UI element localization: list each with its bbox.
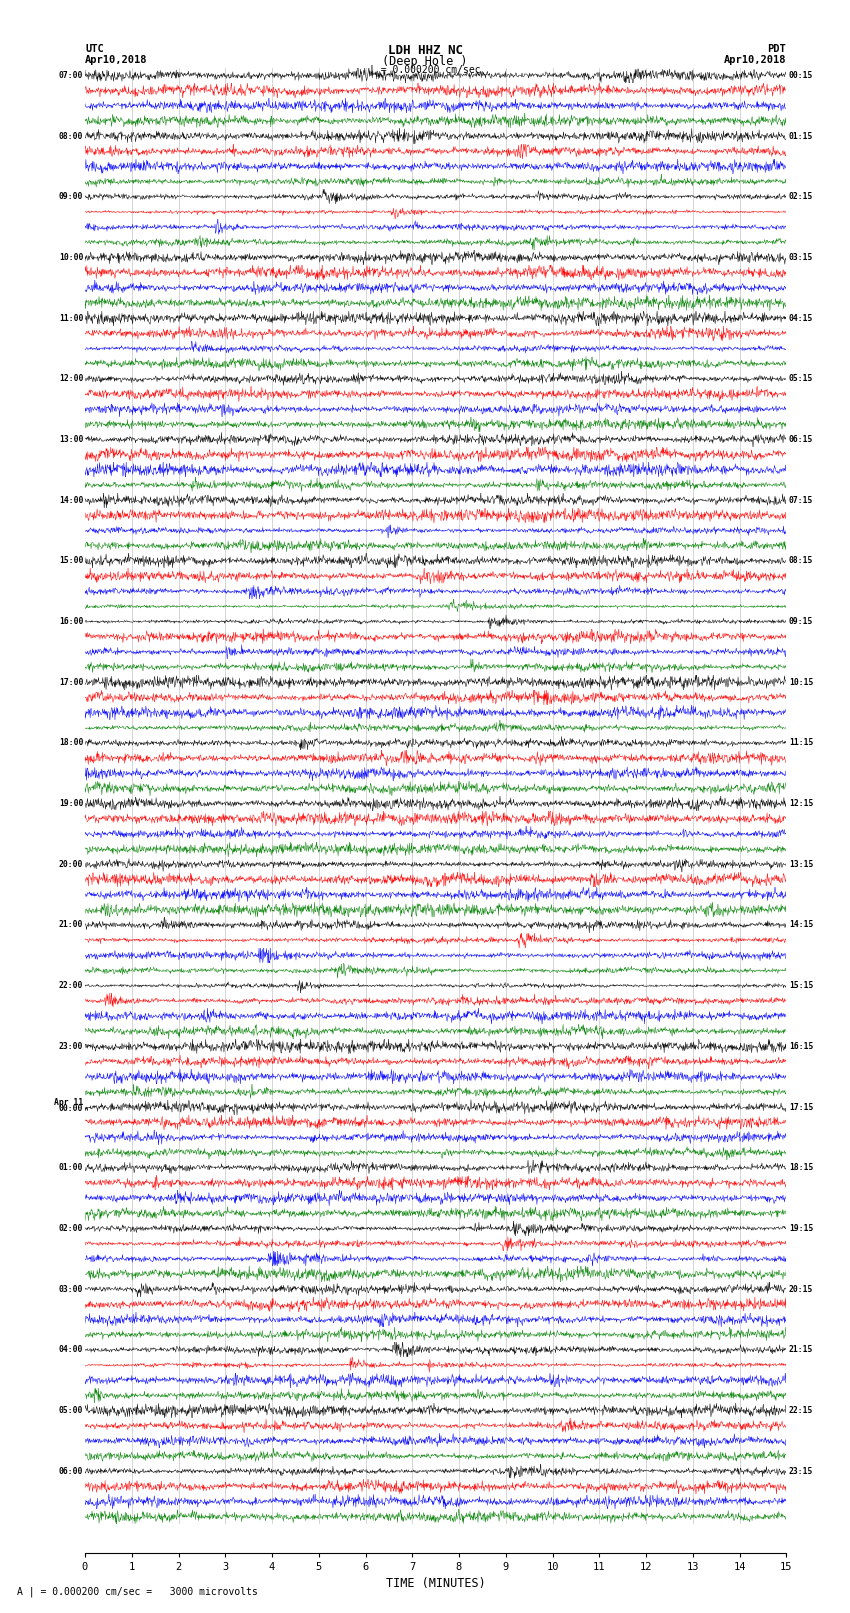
- X-axis label: TIME (MINUTES): TIME (MINUTES): [386, 1576, 485, 1589]
- Text: 14:15: 14:15: [789, 921, 813, 929]
- Text: 22:00: 22:00: [59, 981, 83, 990]
- Text: 00:15: 00:15: [789, 71, 813, 79]
- Text: 11:15: 11:15: [789, 739, 813, 747]
- Text: Apr10,2018: Apr10,2018: [85, 55, 148, 65]
- Text: 14:00: 14:00: [59, 495, 83, 505]
- Text: 19:15: 19:15: [789, 1224, 813, 1232]
- Text: 18:15: 18:15: [789, 1163, 813, 1173]
- Text: 20:15: 20:15: [789, 1284, 813, 1294]
- Text: 18:00: 18:00: [59, 739, 83, 747]
- Text: 06:15: 06:15: [789, 436, 813, 444]
- Text: 01:15: 01:15: [789, 132, 813, 140]
- Text: 21:00: 21:00: [59, 921, 83, 929]
- Text: 10:00: 10:00: [59, 253, 83, 261]
- Text: 19:00: 19:00: [59, 798, 83, 808]
- Text: 09:15: 09:15: [789, 618, 813, 626]
- Text: 12:00: 12:00: [59, 374, 83, 384]
- Text: 10:15: 10:15: [789, 677, 813, 687]
- Text: 08:15: 08:15: [789, 556, 813, 565]
- Text: 11:00: 11:00: [59, 313, 83, 323]
- Text: 16:00: 16:00: [59, 618, 83, 626]
- Text: 05:00: 05:00: [59, 1407, 83, 1415]
- Text: 03:15: 03:15: [789, 253, 813, 261]
- Text: 20:00: 20:00: [59, 860, 83, 869]
- Text: 23:00: 23:00: [59, 1042, 83, 1050]
- Text: | = 0.000200 cm/sec: | = 0.000200 cm/sec: [369, 65, 481, 76]
- Text: 21:15: 21:15: [789, 1345, 813, 1355]
- Text: 22:15: 22:15: [789, 1407, 813, 1415]
- Text: Apr10,2018: Apr10,2018: [723, 55, 786, 65]
- Text: 13:15: 13:15: [789, 860, 813, 869]
- Text: 02:00: 02:00: [59, 1224, 83, 1232]
- Text: PDT: PDT: [768, 44, 786, 55]
- Text: 23:15: 23:15: [789, 1466, 813, 1476]
- Text: 00:00: 00:00: [59, 1103, 83, 1113]
- Text: 13:00: 13:00: [59, 436, 83, 444]
- Text: 09:00: 09:00: [59, 192, 83, 202]
- Text: 07:00: 07:00: [59, 71, 83, 79]
- Text: 07:15: 07:15: [789, 495, 813, 505]
- Text: (Deep Hole ): (Deep Hole ): [382, 55, 468, 68]
- Text: 05:15: 05:15: [789, 374, 813, 384]
- Text: A | = 0.000200 cm/sec =   3000 microvolts: A | = 0.000200 cm/sec = 3000 microvolts: [17, 1586, 258, 1597]
- Text: 08:00: 08:00: [59, 132, 83, 140]
- Text: 02:15: 02:15: [789, 192, 813, 202]
- Text: UTC: UTC: [85, 44, 104, 55]
- Text: 16:15: 16:15: [789, 1042, 813, 1050]
- Text: LDH HHZ NC: LDH HHZ NC: [388, 44, 462, 58]
- Text: 04:15: 04:15: [789, 313, 813, 323]
- Text: Apr 11: Apr 11: [54, 1098, 83, 1107]
- Text: 15:15: 15:15: [789, 981, 813, 990]
- Text: 01:00: 01:00: [59, 1163, 83, 1173]
- Text: 17:00: 17:00: [59, 677, 83, 687]
- Text: 15:00: 15:00: [59, 556, 83, 565]
- Text: 17:15: 17:15: [789, 1103, 813, 1111]
- Text: 06:00: 06:00: [59, 1466, 83, 1476]
- Text: 04:00: 04:00: [59, 1345, 83, 1355]
- Text: 12:15: 12:15: [789, 798, 813, 808]
- Text: 03:00: 03:00: [59, 1284, 83, 1294]
